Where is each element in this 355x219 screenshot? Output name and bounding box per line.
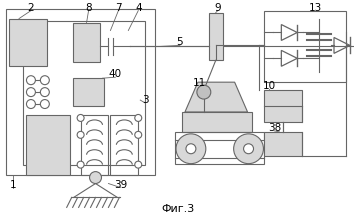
Text: 38: 38 (268, 123, 281, 133)
Circle shape (27, 100, 36, 108)
Bar (73, 23, 100, 62)
Circle shape (244, 144, 253, 154)
Bar (9, 19, 47, 66)
Circle shape (135, 115, 142, 121)
Circle shape (77, 131, 84, 138)
Text: 3: 3 (142, 95, 148, 105)
Circle shape (234, 134, 263, 164)
Circle shape (77, 161, 84, 168)
Bar (73, 78, 104, 106)
Circle shape (135, 161, 142, 168)
Bar (264, 90, 302, 122)
Text: 1: 1 (10, 180, 16, 189)
Circle shape (186, 144, 196, 154)
Text: Фиг.3: Фиг.3 (162, 204, 195, 214)
Bar (182, 112, 252, 132)
Bar (264, 132, 302, 156)
Bar (264, 11, 346, 82)
Text: 9: 9 (214, 3, 221, 13)
Circle shape (40, 88, 49, 97)
Circle shape (197, 85, 211, 99)
Circle shape (27, 76, 36, 85)
Text: 7: 7 (115, 3, 122, 13)
Circle shape (89, 172, 102, 184)
Circle shape (77, 115, 84, 121)
Text: 5: 5 (177, 37, 183, 48)
Circle shape (176, 134, 206, 164)
Text: 8: 8 (85, 3, 92, 13)
Circle shape (40, 76, 49, 85)
Bar (175, 132, 264, 164)
Bar (6, 9, 155, 175)
Bar (23, 21, 145, 165)
Text: 39: 39 (114, 180, 127, 189)
Bar (110, 115, 138, 175)
Text: 4: 4 (135, 3, 142, 13)
Circle shape (135, 131, 142, 138)
Circle shape (40, 100, 49, 108)
Text: 10: 10 (263, 81, 276, 91)
Text: 2: 2 (28, 3, 34, 13)
Bar (81, 115, 108, 175)
Text: 13: 13 (308, 3, 322, 13)
Text: 40: 40 (109, 69, 122, 79)
Bar (209, 13, 223, 60)
Circle shape (27, 88, 36, 97)
Text: 11: 11 (193, 78, 207, 88)
Bar (26, 115, 70, 175)
Polygon shape (185, 82, 247, 112)
